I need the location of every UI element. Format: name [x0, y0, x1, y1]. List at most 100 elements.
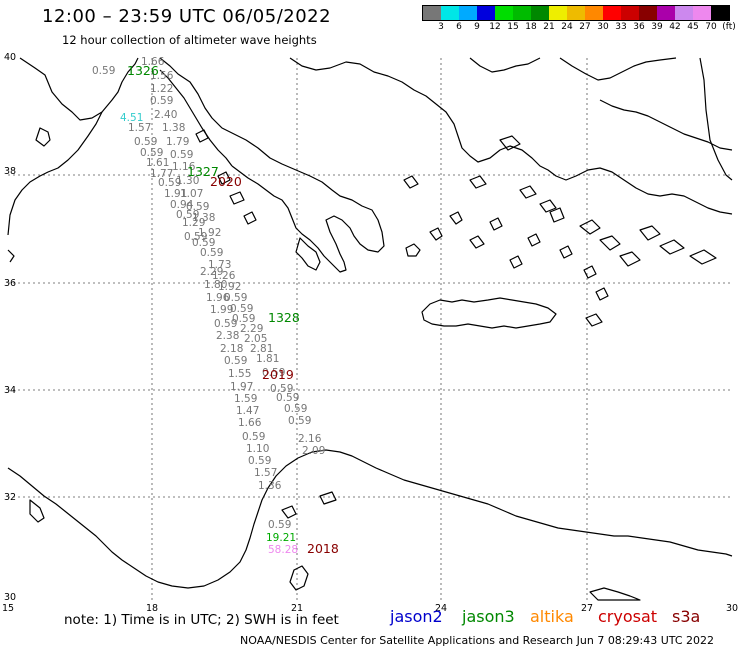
color-scale-label: 9: [474, 22, 480, 32]
wave-height-value: 1.73: [208, 259, 231, 271]
wave-height-value: 1.56: [150, 70, 174, 82]
wave-height-value: 1.91: [164, 188, 187, 200]
wave-height-value: 0.59: [224, 355, 247, 367]
wave-height-value: 0.59: [262, 367, 285, 379]
color-scale-label: 27: [579, 22, 591, 32]
color-scale-label: (ft): [722, 22, 736, 32]
map-subtitle: 12 hour collection of altimeter wave hei…: [62, 33, 317, 47]
wave-height-value: 0.59: [92, 65, 115, 77]
wave-height-value: 1.16: [172, 161, 196, 173]
color-scale-label: 36: [633, 22, 645, 32]
color-scale-label: 18: [525, 22, 537, 32]
wave-height-value: 0.59: [214, 318, 237, 330]
lon-labels: 15 18 21 24 27 30: [2, 603, 738, 614]
color-scale-cell: [693, 6, 711, 20]
lat-label: 36: [4, 278, 16, 289]
wave-height-value: 0.59: [248, 455, 271, 467]
wave-height-value: 1.66: [141, 56, 165, 68]
wave-height-value: 1.66: [238, 417, 262, 429]
wave-height-value: 0.59: [150, 95, 173, 107]
wave-height-value: 2.29: [200, 266, 223, 278]
color-scale-cell: [513, 6, 531, 20]
wave-height-value: 0.59: [224, 292, 247, 304]
wave-height-value: 1.57: [254, 467, 277, 479]
lat-label: 30: [4, 592, 16, 603]
wave-height-value: 2.29: [240, 323, 263, 335]
color-scale-cell: [585, 6, 603, 20]
satellite-legend-item: altika: [530, 607, 574, 626]
wave-height-value: 0.59: [276, 392, 299, 404]
wave-height-value: 0.59: [170, 149, 193, 161]
wave-height-value: 1.81: [256, 353, 279, 365]
wave-height-value: 1.26: [212, 270, 236, 282]
wave-height-value: 1.99: [210, 304, 233, 316]
color-scale-cell: [603, 6, 621, 20]
wave-height-value: 0.59: [270, 383, 293, 395]
wave-height-value: 1.36: [258, 480, 282, 492]
color-scale-label: 33: [615, 22, 627, 32]
wave-height-value: 1.07: [180, 188, 203, 200]
pass-time-label: 2020: [210, 174, 242, 189]
wave-height-value: 1.79: [166, 136, 189, 148]
wave-height-value: 1.97: [230, 381, 253, 393]
wave-height-value: 0.59: [288, 415, 311, 427]
pass-time-label: 1327: [187, 164, 219, 179]
wave-height-value: 0.59: [184, 231, 207, 243]
color-scale-label: 30: [597, 22, 609, 32]
color-scale-label: 3: [438, 22, 444, 32]
wave-height-value: 1.10: [246, 443, 269, 455]
wave-height-value: 1.96: [206, 292, 230, 304]
wave-height-value: 1.92: [218, 281, 241, 293]
coastlines: [7, 57, 733, 601]
color-scale-cell: [657, 6, 675, 20]
color-scale-cell: [711, 6, 729, 20]
wave-height-value: 0.59: [284, 403, 307, 415]
wave-height-value: 0.59: [134, 136, 157, 148]
wave-height-value: 2.09: [302, 445, 325, 457]
wave-height-value: 2.16: [298, 433, 322, 445]
pass-time-label: 2018: [307, 541, 339, 556]
wave-height-value: 1.30: [176, 175, 199, 187]
wave-height-value: 2.05: [244, 333, 267, 345]
lon-label: 30: [726, 603, 738, 614]
satellite-legend-item: jason3: [462, 607, 515, 626]
color-scale-label: 15: [507, 22, 519, 32]
wave-height-value: 2.38: [216, 330, 239, 342]
color-scale-label: 45: [687, 22, 699, 32]
lon-label: 18: [146, 603, 158, 614]
graticule: [8, 58, 732, 600]
wave-height-values: 1.660.59 1.561.220.592.404.511.57 1.380.59…: [92, 56, 325, 556]
color-scale-cell: [639, 6, 657, 20]
lon-label: 21: [291, 603, 303, 614]
color-scale-cell: [675, 6, 693, 20]
wave-height-value: 0.59: [242, 431, 265, 443]
pass-time-label: 1328: [268, 310, 300, 325]
wave-height-value: 0.59: [186, 201, 209, 213]
wave-height-value: 0.59: [200, 247, 223, 259]
wave-height-value: 0.59: [140, 147, 163, 159]
pass-time-label: 1326: [127, 63, 159, 78]
wave-height-value: 4.51: [120, 112, 143, 124]
wave-height-value: 1.92: [198, 227, 221, 239]
wave-height-value: 0.59: [192, 237, 215, 249]
map-title: 12:00 – 23:59 UTC 06/05/2022: [42, 6, 332, 27]
wave-height-value: 58.28: [268, 544, 298, 556]
wave-height-value: 1.59: [234, 393, 257, 405]
color-scale-label: 70: [705, 22, 717, 32]
wave-height-value: 2.40: [154, 109, 177, 121]
wave-height-value: 0.59: [176, 209, 199, 221]
lon-label: 15: [2, 603, 14, 614]
satellite-legend-item: s3a: [672, 607, 701, 626]
wave-height-value: 0.59: [268, 519, 291, 531]
color-scale-label: 42: [669, 22, 681, 32]
lon-label: 27: [581, 603, 593, 614]
satellite-legend-item: cryosat: [598, 607, 658, 626]
color-scale-cell: [621, 6, 639, 20]
wave-height-value: 1.55: [228, 368, 251, 380]
wave-height-value: 0.59: [158, 177, 181, 189]
pass-time-label: 2019: [262, 367, 294, 382]
color-scale-cell: [549, 6, 567, 20]
color-scale-cell: [423, 6, 441, 20]
